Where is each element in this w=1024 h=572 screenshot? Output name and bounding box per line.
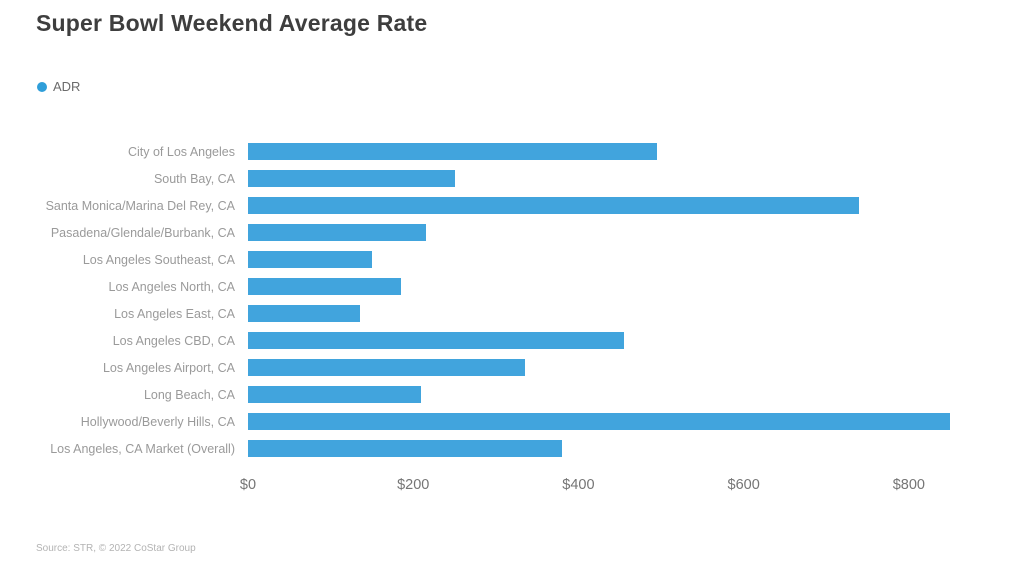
x-tick-label: $0 [239, 477, 257, 493]
bar-row: South Bay, CA [0, 165, 1008, 192]
bar-row: Hollywood/Beverly Hills, CA [0, 408, 1008, 435]
bar [248, 224, 426, 241]
chart-title: Super Bowl Weekend Average Rate [36, 10, 428, 36]
x-tick-label: $200 [397, 477, 430, 493]
bar-row: Los Angeles North, CA [0, 273, 1008, 300]
bar-chart: City of Los Angeles South Bay, CA Santa Mo… [0, 138, 1008, 462]
bar-track [248, 440, 1008, 457]
bar-row: Los Angeles Airport, CA [0, 354, 1008, 381]
x-tick-label: $600 [727, 477, 760, 493]
bar-track [248, 413, 1008, 430]
bar [248, 143, 657, 160]
bar-track [248, 197, 1008, 214]
bar-track [248, 143, 1008, 160]
category-label: Los Angeles East, CA [114, 306, 235, 321]
bar-track [248, 278, 1008, 295]
category-label: Los Angeles, CA Market (Overall) [50, 441, 235, 456]
bar [248, 359, 525, 376]
bar-track [248, 305, 1008, 322]
bar-row: Los Angeles, CA Market (Overall) [0, 435, 1008, 462]
bar-track [248, 170, 1008, 187]
category-label: Los Angeles North, CA [108, 279, 235, 294]
legend-label: ADR [53, 79, 81, 94]
bar [248, 170, 455, 187]
category-label: Long Beach, CA [143, 387, 235, 402]
bar [248, 440, 562, 457]
bar [248, 305, 360, 322]
source-note: Source: STR, © 2022 CoStar Group [36, 543, 196, 554]
bar-track [248, 386, 1008, 403]
bar-row: City of Los Angeles [0, 138, 1008, 165]
bar-row: Los Angeles East, CA [0, 300, 1008, 327]
bar-row: Los Angeles Southeast, CA [0, 246, 1008, 273]
x-tick-label: $800 [892, 477, 925, 493]
category-label: Pasadena/Glendale/Burbank, CA [50, 225, 235, 240]
bar-row: Pasadena/Glendale/Burbank, CA [0, 219, 1008, 246]
bar-row: Los Angeles CBD, CA [0, 327, 1008, 354]
bar-track [248, 359, 1008, 376]
x-axis: $0 $200 $400 $600 $800 [240, 477, 1008, 497]
category-label: City of Los Angeles [127, 144, 235, 159]
category-label: South Bay, CA [153, 171, 235, 186]
bar-row: Long Beach, CA [0, 381, 1008, 408]
bar-track [248, 224, 1008, 241]
category-label: Los Angeles Airport, CA [102, 360, 235, 375]
x-tick-label: $400 [562, 477, 595, 493]
bar-track [248, 332, 1008, 349]
bar [248, 332, 624, 349]
legend-dot-icon [37, 81, 47, 92]
category-label: Los Angeles Southeast, CA [82, 252, 235, 267]
bar-row: Santa Monica/Marina Del Rey, CA [0, 192, 1008, 219]
category-label: Hollywood/Beverly Hills, CA [80, 414, 235, 429]
bar [248, 386, 422, 403]
bar [248, 278, 401, 295]
bar [248, 251, 372, 268]
category-label: Santa Monica/Marina Del Rey, CA [45, 198, 235, 213]
category-label: Los Angeles CBD, CA [112, 333, 235, 348]
legend: ADR [37, 79, 80, 94]
bar [248, 197, 860, 214]
bar-track [248, 251, 1008, 268]
bar [248, 413, 951, 430]
